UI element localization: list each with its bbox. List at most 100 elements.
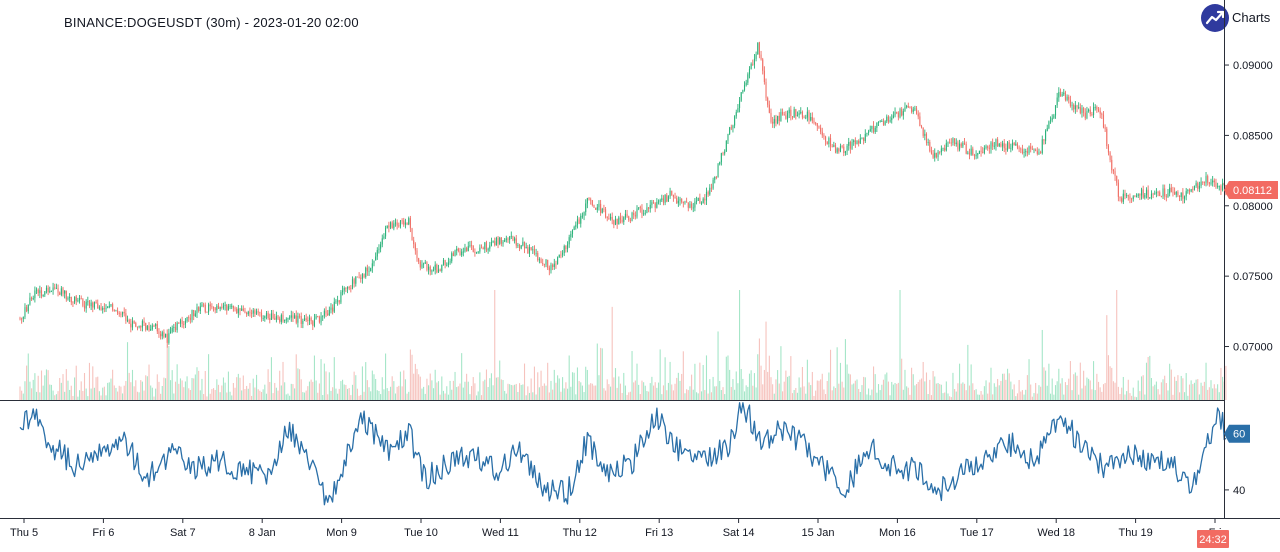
candle-body [803, 117, 805, 119]
candle-body [275, 316, 277, 320]
candle-body [950, 142, 952, 144]
candle-body [305, 318, 307, 320]
volume-bar [389, 386, 392, 400]
volume-bar [247, 388, 249, 400]
candle-body [416, 250, 418, 259]
candle-body [527, 247, 529, 254]
volume-bar [1190, 380, 1192, 400]
volume-bar [684, 393, 686, 400]
volume-bar [823, 389, 825, 400]
volume-bar [351, 384, 354, 400]
volume-bar [345, 384, 347, 400]
volume-bar [269, 381, 271, 400]
volume-bar [171, 370, 173, 400]
candle-body [1200, 181, 1202, 186]
volume-bar [828, 372, 830, 400]
volume-bar [267, 369, 269, 400]
volume-bar [1015, 396, 1017, 400]
candle-body [786, 113, 789, 119]
volume-bar [1086, 377, 1088, 400]
candle-body [595, 207, 597, 210]
volume-bar [990, 367, 992, 400]
volume-bar [52, 390, 54, 400]
candle-body [801, 111, 803, 118]
candle-body [373, 260, 375, 264]
volume-bar [995, 386, 997, 400]
volume-bar [457, 386, 459, 400]
volume-bar [294, 388, 296, 400]
candle-body [42, 294, 44, 297]
candle-body [719, 162, 721, 165]
rsi-tick-label: 40 [1233, 485, 1245, 497]
candle-body [1174, 192, 1176, 195]
volume-bar [1003, 373, 1005, 400]
candle-body [1064, 92, 1066, 100]
candle-body [621, 219, 623, 222]
volume-bar [884, 374, 886, 400]
volume-bar [214, 389, 216, 400]
volume-bar [169, 380, 172, 400]
candle-body [777, 115, 779, 124]
candle-body [1038, 152, 1040, 154]
candle-body [770, 112, 772, 122]
candle-body [1094, 107, 1096, 108]
volume-bar [1147, 356, 1149, 400]
candle-body [876, 122, 878, 128]
volume-bar [456, 387, 458, 400]
volume-bar [717, 331, 719, 400]
volume-bar [419, 376, 421, 400]
candle-body [1136, 195, 1138, 197]
volume-bar [19, 386, 21, 400]
volume-bar [563, 388, 565, 400]
volume-bar [557, 375, 559, 400]
candle-body [813, 120, 815, 123]
candle-body [780, 112, 782, 122]
candle-body [795, 109, 797, 117]
candle-body [1099, 110, 1101, 114]
candle-body [1197, 183, 1199, 189]
candle-body [178, 322, 180, 324]
candle-body [916, 108, 918, 114]
volume-bar [1182, 378, 1184, 400]
candle-body [211, 306, 213, 308]
volume-bar [1104, 382, 1106, 400]
candle-body [892, 115, 894, 118]
volume-bar [212, 388, 215, 400]
volume-bar [199, 390, 201, 400]
volume-bar [970, 364, 972, 400]
candle-body [743, 85, 746, 91]
volume-bar [1036, 393, 1038, 400]
candle-body [624, 213, 626, 218]
candle-body [1010, 147, 1012, 149]
candle-body [307, 319, 309, 321]
candle-body [839, 145, 842, 152]
candle-body [614, 218, 617, 225]
candle-body [1112, 170, 1114, 172]
volume-bar [411, 354, 413, 400]
volume-bar [821, 373, 823, 400]
candle-body [317, 316, 319, 318]
volume-bar [1093, 361, 1095, 400]
volume-bar [284, 382, 286, 400]
volume-bar [747, 386, 749, 400]
candle-body [1028, 146, 1030, 154]
candle-body [143, 321, 145, 324]
volume-bar [221, 385, 223, 400]
volume-bar [585, 366, 587, 400]
candle-body [800, 111, 802, 114]
volume-bar [833, 386, 835, 400]
candle-body [59, 292, 61, 295]
volume-bar [504, 390, 506, 400]
candle-body [957, 142, 959, 150]
candle-body [1101, 113, 1103, 115]
volume-bar [502, 380, 504, 400]
candle-body [1172, 191, 1174, 193]
volume-bar [1152, 386, 1154, 400]
volume-bar [337, 393, 339, 400]
candle-body [408, 218, 410, 225]
volume-bar [914, 385, 916, 400]
candle-body [227, 306, 229, 311]
volume-bar [22, 393, 24, 400]
